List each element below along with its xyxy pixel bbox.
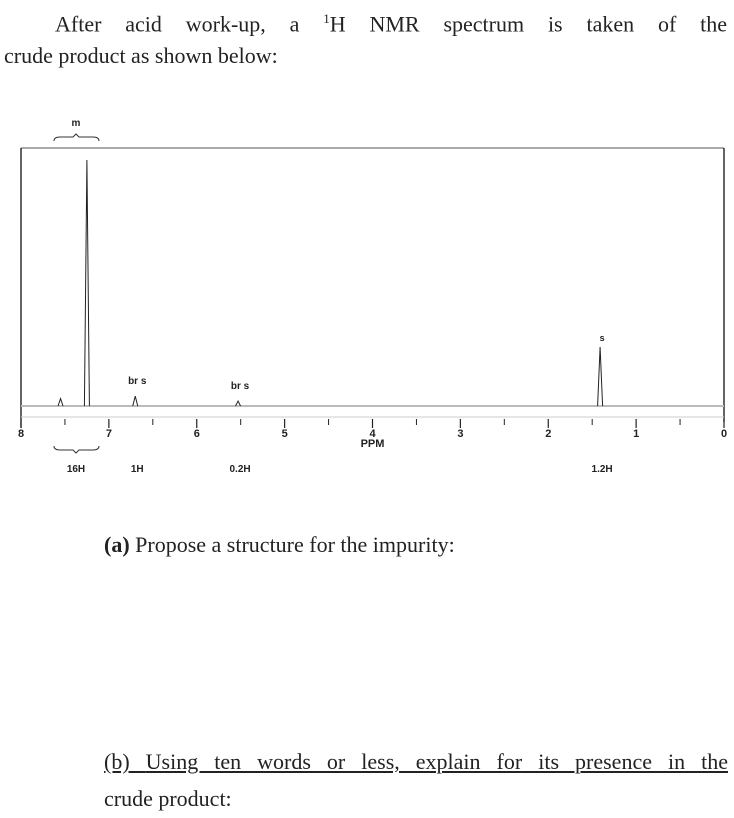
bracket-top — [53, 133, 100, 142]
intro-text: After acid work-up, a — [55, 11, 324, 37]
peak-3 — [235, 399, 241, 407]
x-tick-label: 7 — [106, 428, 112, 440]
multiplicity-label: br s — [128, 376, 147, 387]
intro-line-1: After acid work-up, a 1H NMR spectrum is… — [55, 4, 727, 39]
x-tick-label: 8 — [18, 428, 24, 440]
multiplicity-label: br s — [231, 381, 250, 392]
question-a-label: (a) — [104, 532, 130, 557]
peak-0 — [57, 397, 64, 407]
question-b-label: (b) — [104, 749, 146, 774]
x-tick-label: 3 — [457, 428, 463, 440]
question-b-text: Using ten words or less, explain for its… — [145, 749, 728, 774]
x-tick-label: 5 — [282, 428, 288, 440]
integration-label: 1.2H — [592, 464, 613, 475]
multiplicity-label: m — [72, 118, 81, 129]
x-tick-label: 4 — [369, 428, 376, 440]
question-a: (a) Propose a structure for the impurity… — [104, 530, 704, 560]
intro-line-2: crude product as shown below: — [4, 43, 278, 68]
question-b-line-2: crude product: — [104, 786, 232, 811]
peak-1 — [83, 159, 90, 407]
x-tick-label: 6 — [194, 428, 200, 440]
x-tick-label: 2 — [545, 428, 551, 440]
integration-label: 16H — [67, 464, 85, 475]
x-axis-label: PPM — [361, 438, 385, 450]
integration-label: 1H — [131, 464, 144, 475]
peak-4 — [597, 346, 604, 407]
question-b: (b) Using ten words or less, explain for… — [104, 747, 728, 777]
superscript: 1 — [323, 11, 330, 26]
question-a-text: Propose a structure for the impurity: — [129, 532, 455, 557]
bracket-bottom — [53, 445, 100, 454]
multiplicity-label: s — [600, 333, 605, 343]
peak-2 — [132, 396, 139, 407]
x-tick-label: 1 — [633, 428, 639, 440]
nmr-spectrum: 8 7 6 5 4 3 2 1 0 PPM m 16H br s 1H br s 0.2H s 1.2H — [18, 118, 727, 475]
intro-text: H NMR spectrum is taken of the — [329, 11, 727, 37]
x-tick-label: 0 — [721, 428, 727, 440]
integration-label: 0.2H — [229, 464, 250, 475]
